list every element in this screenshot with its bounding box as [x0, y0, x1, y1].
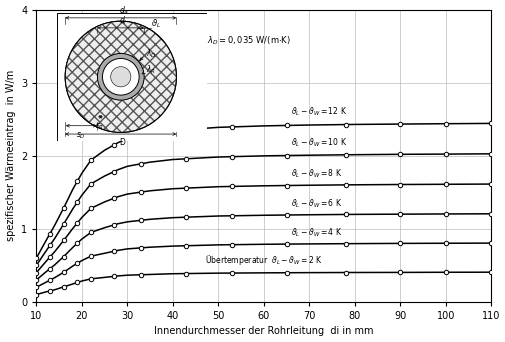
Text: $\vartheta_L - \vartheta_W = 6$ K: $\vartheta_L - \vartheta_W = 6$ K [290, 198, 342, 210]
Y-axis label: spezifischer Wärmeeintrag  in W/m: spezifischer Wärmeeintrag in W/m [6, 70, 16, 241]
X-axis label: Innendurchmesser der Rohrleitung  di in mm: Innendurchmesser der Rohrleitung di in m… [154, 327, 373, 337]
Text: $\lambda_D = 0,035$ W/(m$\cdot$K): $\lambda_D = 0,035$ W/(m$\cdot$K) [207, 35, 290, 47]
Text: $\vartheta_L - \vartheta_W = 12$ K: $\vartheta_L - \vartheta_W = 12$ K [290, 106, 346, 118]
Text: $\vartheta_L - \vartheta_W = 4$ K: $\vartheta_L - \vartheta_W = 4$ K [290, 227, 342, 239]
Text: Übertemperatur  $\vartheta_L - \vartheta_W = 2$ K: Übertemperatur $\vartheta_L - \vartheta_… [205, 253, 322, 267]
Text: $\vartheta_L - \vartheta_W = 10$ K: $\vartheta_L - \vartheta_W = 10$ K [290, 137, 346, 149]
Text: $\vartheta_L - \vartheta_W = 8$ K: $\vartheta_L - \vartheta_W = 8$ K [290, 168, 342, 181]
